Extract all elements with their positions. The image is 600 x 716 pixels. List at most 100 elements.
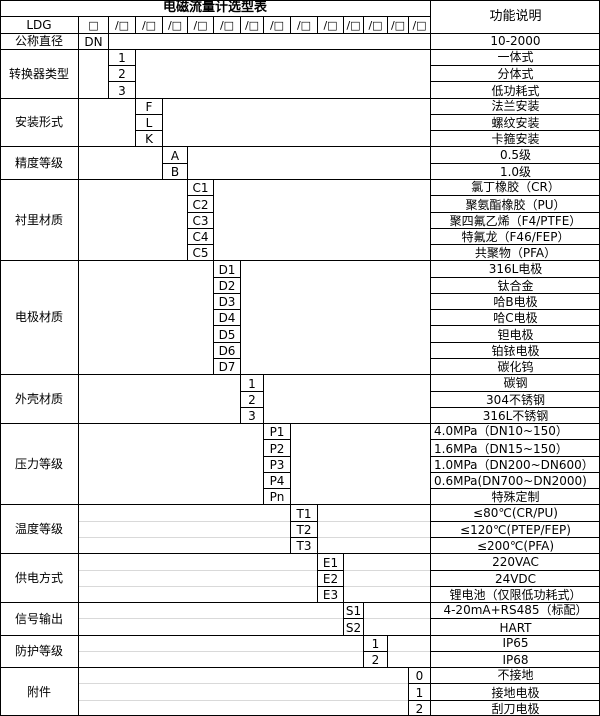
section-label: 防护等级	[0, 635, 79, 668]
code-cell: D7	[213, 358, 241, 375]
function-column-header: 功能说明	[430, 0, 600, 34]
code-slot-first: □	[78, 16, 109, 34]
desc-cell: 24VDC	[430, 570, 600, 587]
desc-cell: 304不锈钢	[430, 391, 600, 408]
section-line	[0, 374, 600, 375]
code-cell: B	[162, 163, 188, 180]
code-cell: E2	[317, 570, 344, 587]
section-line	[0, 602, 600, 603]
code-cell: D1	[213, 260, 241, 278]
section-line	[0, 49, 600, 50]
desc-cell: 卡箍安装	[430, 130, 600, 147]
code-cell: 1	[240, 374, 264, 392]
faint-grid-line	[78, 683, 430, 684]
code-cell: 1	[108, 49, 136, 66]
code-cell: 3	[240, 407, 264, 424]
desc-cell: 锂电池（仅限低功耗式）	[430, 586, 600, 603]
section-label: 转换器类型	[0, 49, 79, 99]
faint-grid-line	[78, 570, 430, 571]
desc-cell: 0.5级	[430, 146, 600, 164]
desc-cell: 10-2000	[430, 33, 600, 50]
code-cell: D2	[213, 277, 241, 294]
code-cell: C5	[187, 244, 214, 261]
code-cell: C4	[187, 228, 214, 245]
desc-cell: 特殊定制	[430, 488, 600, 505]
desc-cell: IP68	[430, 651, 600, 668]
desc-cell: ≤120℃(PTEP/FEP)	[430, 521, 600, 538]
desc-cell: 特氟龙（F46/FEP）	[430, 228, 600, 245]
code-slot: /□	[290, 16, 318, 34]
desc-cell: 哈B电极	[430, 293, 600, 310]
section-line	[0, 260, 600, 261]
faint-grid-line	[78, 700, 430, 701]
section-label: 安装形式	[0, 98, 79, 147]
code-cell: P3	[263, 456, 291, 473]
code-cell: D4	[213, 309, 241, 326]
section-label: 外壳材质	[0, 374, 79, 424]
code-cell: 1	[363, 635, 388, 652]
code-cell: E3	[317, 586, 344, 603]
desc-cell: ≤200℃(PFA)	[430, 537, 600, 554]
desc-cell: 法兰安装	[430, 98, 600, 115]
section-line	[0, 504, 600, 505]
code-cell: D5	[213, 325, 241, 343]
desc-cell: 220VAC	[430, 553, 600, 571]
code-cell: T2	[290, 521, 318, 538]
section-label: 信号输出	[0, 602, 79, 636]
code-cell: 0	[408, 667, 431, 684]
section-label: 附件	[0, 667, 79, 716]
code-slot: /□	[213, 16, 241, 34]
code-cell: D6	[213, 342, 241, 359]
desc-cell: 4-20mA+RS485（标配）	[430, 602, 600, 619]
code-slot: /□	[240, 16, 264, 34]
code-cell: F	[135, 98, 163, 115]
code-cell: K	[135, 130, 163, 147]
desc-cell: 铂铱电极	[430, 342, 600, 359]
code-cell: E1	[317, 553, 344, 571]
section-line	[0, 179, 600, 180]
desc-cell: ≤80℃(CR/PU)	[430, 504, 600, 522]
faint-grid-line	[78, 521, 430, 522]
desc-cell: 钛合金	[430, 277, 600, 294]
desc-cell: 316L电极	[430, 260, 600, 278]
code-cell: D3	[213, 293, 241, 310]
desc-cell: 一体式	[430, 49, 600, 66]
desc-cell: 螺纹安装	[430, 114, 600, 131]
code-cell: DN	[78, 33, 109, 50]
desc-cell: 分体式	[430, 65, 600, 82]
title-underline	[0, 16, 431, 17]
desc-cell: 1.6MPa（DN15~150）	[430, 439, 600, 457]
desc-cell: 共聚物（PFA）	[430, 244, 600, 261]
code-cell: 2	[363, 651, 388, 668]
desc-cell: 氯丁橡胶（CR）	[430, 179, 600, 196]
desc-cell: 钽电极	[430, 325, 600, 343]
code-cell: P4	[263, 472, 291, 489]
code-slot: /□	[187, 16, 214, 34]
code-cell: 2	[408, 700, 431, 716]
section-line	[0, 423, 600, 424]
code-cell: T1	[290, 504, 318, 522]
section-label: 温度等级	[0, 504, 79, 554]
desc-cell: HART	[430, 618, 600, 636]
code-cell: C3	[187, 212, 214, 229]
faint-grid-line	[78, 651, 430, 652]
desc-cell: 4.0MPa（DN10~150）	[430, 423, 600, 440]
desc-cell: 316L不锈钢	[430, 407, 600, 424]
code-cell: S2	[343, 618, 364, 636]
desc-cell: 聚四氟乙烯（F4/PTFE）	[430, 212, 600, 229]
section-label: 供电方式	[0, 553, 79, 603]
code-cell: P1	[263, 423, 291, 440]
code-cell: C2	[187, 195, 214, 213]
section-line	[0, 667, 600, 668]
desc-cell: 低功耗式	[430, 81, 600, 99]
section-label: 电极材质	[0, 260, 79, 375]
code-cell: P2	[263, 439, 291, 457]
section-label: 压力等级	[0, 423, 79, 505]
section-label: 衬里材质	[0, 179, 79, 261]
desc-cell: 0.6MPa(DN700~DN2000)	[430, 472, 600, 489]
code-cell: 2	[240, 391, 264, 408]
code-cell: T3	[290, 537, 318, 554]
frame-top	[0, 0, 600, 1]
desc-cell: 碳化钨	[430, 358, 600, 375]
section-label: 精度等级	[0, 146, 79, 180]
